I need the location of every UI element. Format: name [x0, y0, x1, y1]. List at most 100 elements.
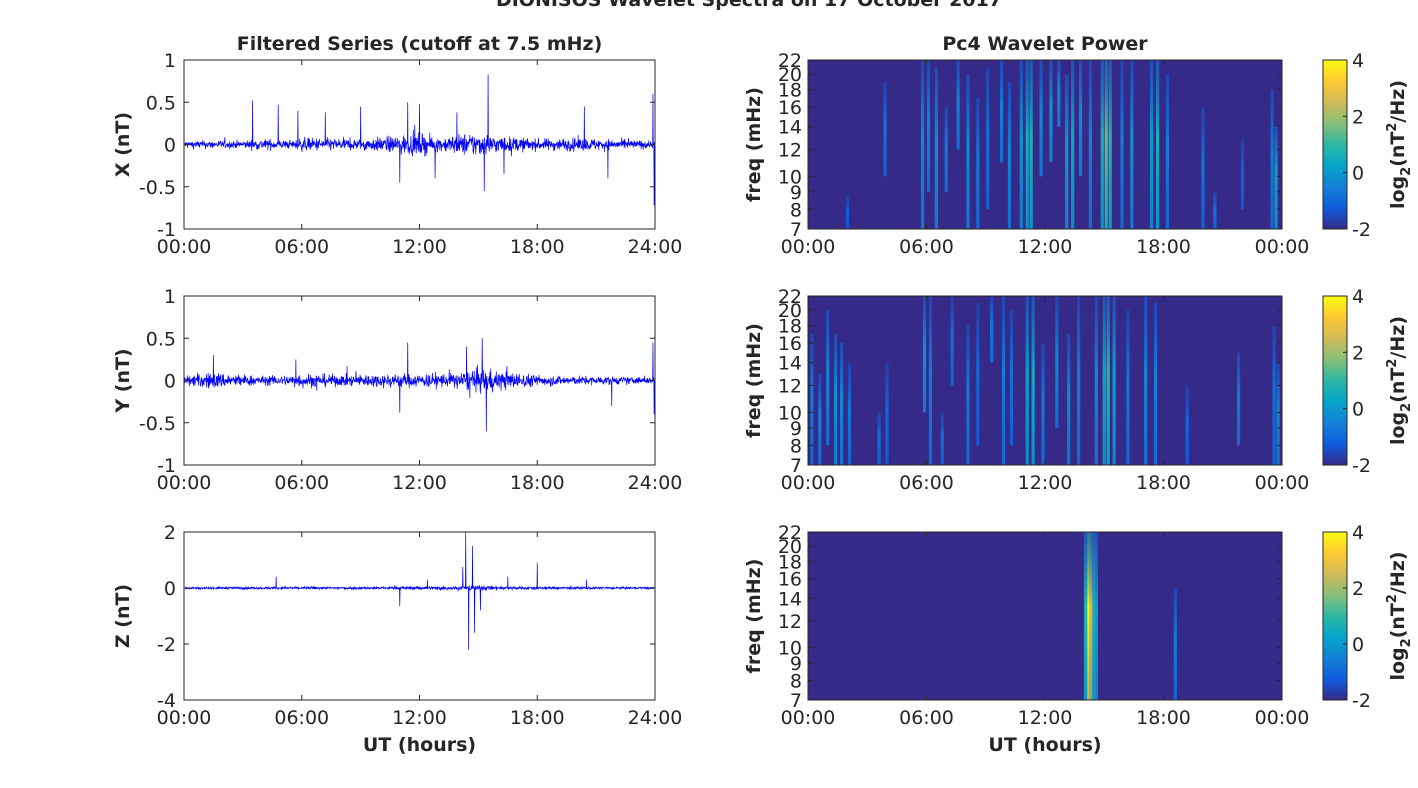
heatmap-streak: [927, 60, 930, 192]
chart-title: Filtered Series (cutoff at 7.5 mHz): [237, 33, 603, 55]
y-tick-label: -2: [157, 634, 176, 656]
x-tick-label: 06:00: [899, 236, 954, 258]
heatmap-streak: [1276, 363, 1279, 465]
heatmap-streak: [885, 363, 888, 465]
heatmap-streak: [1071, 60, 1074, 229]
heatmap-streak: [1237, 353, 1240, 446]
heatmap-streak: [1095, 296, 1098, 465]
heatmap-streak: [878, 412, 881, 465]
colorbar-label-part: /Hz): [1387, 80, 1409, 123]
colorbar-tick-label: 2: [1352, 578, 1364, 600]
x-tick-label: 06:00: [899, 707, 954, 729]
colorbar-tick-label: 2: [1352, 106, 1364, 128]
heatmap-streak: [1174, 588, 1177, 700]
colorbar-label-part: 2: [1385, 359, 1400, 368]
x-tick-label: 18:00: [510, 707, 565, 729]
x-tick-label: 00:00: [1255, 707, 1310, 729]
colorbar-tick-label: -2: [1352, 455, 1371, 477]
heatmap-streak: [1079, 60, 1082, 176]
x-tick-label: 00:00: [1255, 472, 1310, 494]
heatmap-streak: [1130, 60, 1133, 229]
heatmap-streak: [1077, 296, 1080, 465]
heatmap-streak: [1049, 60, 1052, 162]
x-tick-label: 06:00: [274, 707, 329, 729]
colorbar-label-part: (nT: [1387, 132, 1409, 167]
heatmap-streak: [1107, 296, 1110, 465]
heatmap-streak: [1213, 192, 1216, 229]
colorbar-tick-label: 4: [1352, 286, 1364, 308]
x-tick-label: 00:00: [781, 472, 836, 494]
heatmap-streak: [1101, 60, 1104, 229]
heatmap-streak: [1103, 296, 1106, 465]
heatmap-streak: [1020, 60, 1023, 229]
x-tick-label: 24:00: [628, 707, 683, 729]
x-tick-label: 18:00: [1136, 236, 1191, 258]
heatmap-streak: [1030, 60, 1033, 229]
x-tick-label: 00:00: [157, 707, 212, 729]
x-tick-label: 00:00: [781, 236, 836, 258]
chart-title: Pc4 Wavelet Power: [942, 33, 1148, 55]
heatmap-streak: [1084, 532, 1087, 700]
y-tick-label: 1: [164, 50, 176, 72]
heatmap-background: [808, 60, 1282, 229]
colorbar-label-part: 2: [1399, 167, 1414, 176]
heatmap-streak: [834, 334, 837, 465]
heatmap-streak: [1010, 310, 1013, 445]
plot-area: [184, 532, 655, 700]
y-tick-label: 1: [164, 286, 176, 308]
colorbar-label-part: log: [1387, 412, 1409, 445]
charts: -1 -0.5 0 0.5 1 X (nT) 00:00 06:00 12:00 18:00 24:…: [112, 33, 1414, 756]
y-tick-label: 12: [778, 611, 802, 633]
heatmap-streak: [1274, 127, 1277, 229]
heatmap-streak: [976, 98, 979, 229]
heatmap-streak: [1087, 532, 1090, 700]
x-tick-label: 24:00: [628, 472, 683, 494]
x-axis-label: UT (hours): [363, 734, 476, 756]
heatmap-streak: [1120, 60, 1123, 229]
heatmap-streak: [976, 303, 979, 445]
colorbar-label-part: /Hz): [1387, 316, 1409, 359]
y-tick-label: 14: [778, 588, 802, 610]
colorbar-label-part: (nT: [1387, 603, 1409, 638]
x-tick-label: 00:00: [157, 472, 212, 494]
y-tick-label: 12: [778, 139, 802, 161]
y-tick-label: 22: [778, 286, 802, 308]
x-tick-label: 00:00: [1255, 236, 1310, 258]
heatmap-streak: [1089, 60, 1092, 229]
colorbar-label-part: 2: [1399, 403, 1414, 412]
x-tick-label: 12:00: [392, 472, 447, 494]
y-tick-label: 0.5: [146, 92, 176, 114]
heatmap-streak: [990, 296, 993, 363]
heatmap-streak: [1065, 74, 1068, 229]
heatmap-streak: [929, 296, 932, 465]
x-tick-label: 12:00: [392, 236, 447, 258]
heatmap-streak: [966, 326, 969, 465]
x-tick-label: 06:00: [899, 472, 954, 494]
heatmap-streak: [923, 296, 926, 412]
colorbar-label-part: log: [1387, 647, 1409, 680]
heatmap-streak: [1026, 60, 1029, 229]
colorbar-label-part: /Hz): [1387, 551, 1409, 594]
heatmap-streak: [966, 74, 969, 229]
heatmap-streak: [1000, 60, 1003, 162]
y-axis-label: freq (mHz): [743, 87, 765, 202]
heatmap-streak: [1026, 296, 1029, 465]
heatmap-streak: [1126, 310, 1129, 465]
y-tick-label: -0.5: [139, 177, 176, 199]
y-axis-label: Z (nT): [112, 584, 134, 648]
heatmap-streak: [1039, 60, 1042, 176]
colorbar-label-part: 2: [1399, 638, 1414, 647]
y-tick-label: 0: [164, 578, 176, 600]
colorbar-tick-label: 0: [1352, 163, 1364, 185]
y-axis-label: freq (mHz): [743, 559, 765, 674]
heatmap-streak: [840, 343, 843, 465]
x-tick-label: 24:00: [628, 236, 683, 258]
heatmap-streak: [945, 107, 948, 192]
heatmap-streak: [1105, 60, 1108, 229]
colorbar-label-part: log: [1387, 176, 1409, 209]
heatmap-streak: [1154, 303, 1157, 465]
x-tick-label: 12:00: [1018, 236, 1073, 258]
colorbar-label-part: (nT: [1387, 368, 1409, 403]
colorbar-label-part: 2: [1385, 123, 1400, 132]
colorbar-tick-label: 0: [1352, 634, 1364, 656]
